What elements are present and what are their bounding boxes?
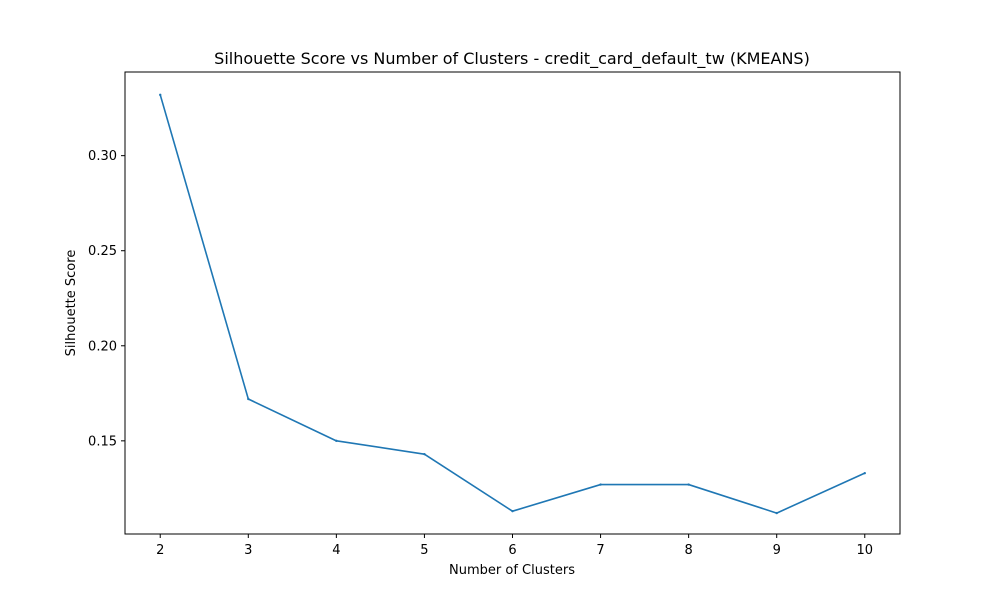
x-tick-label: 7 <box>596 543 604 558</box>
x-tick-label: 10 <box>856 543 873 558</box>
data-point <box>511 509 514 513</box>
x-tick-label: 2 <box>156 543 164 558</box>
x-axis: 2 3 4 5 6 7 8 9 10 <box>156 534 873 558</box>
x-tick-label: 5 <box>420 543 428 558</box>
x-tick-label: 8 <box>684 543 692 558</box>
chart-title: Silhouette Score vs Number of Clusters -… <box>214 49 810 69</box>
data-point <box>335 439 338 443</box>
y-tick-label: 0.20 <box>88 339 117 354</box>
x-tick-label: 6 <box>508 543 516 558</box>
data-point <box>775 511 778 515</box>
x-tick-label: 9 <box>773 543 781 558</box>
data-point <box>687 483 690 486</box>
x-tick-label: 3 <box>244 543 252 558</box>
series-layer <box>159 93 866 515</box>
data-point <box>863 471 866 475</box>
x-tick-label: 4 <box>332 543 340 558</box>
y-tick-label: 0.30 <box>88 149 117 164</box>
y-axis: 0.15 0.20 0.25 0.30 <box>88 149 125 449</box>
data-point <box>247 397 250 401</box>
data-point <box>599 483 602 486</box>
y-axis-label: Silhouette Score <box>64 250 79 357</box>
data-point <box>159 93 162 97</box>
y-tick-label: 0.25 <box>88 244 117 259</box>
data-point <box>423 452 426 456</box>
x-axis-label: Number of Clusters <box>449 563 575 578</box>
y-tick-label: 0.15 <box>88 434 117 449</box>
